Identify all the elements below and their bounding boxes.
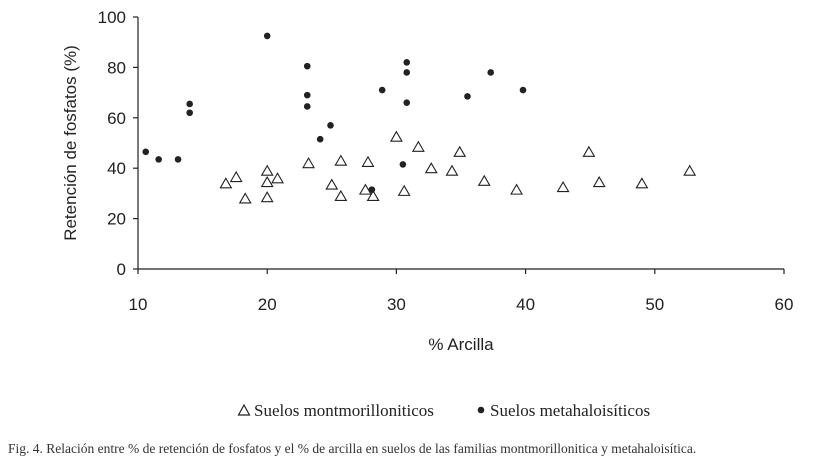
point-montmorillonitico: [453, 145, 467, 157]
point-montmorillonitico: [302, 157, 315, 169]
point-metahaloisitico: [186, 109, 193, 117]
x-tick-label: 30: [387, 295, 406, 314]
point-montmorillonitico: [582, 145, 596, 157]
point-metahaloisitico: [327, 122, 334, 129]
x-tick-label: 40: [516, 295, 535, 314]
point-metahaloisitico: [263, 32, 271, 40]
legend: Suelos montmorilloniticos Suelos metahal…: [237, 401, 650, 420]
point-montmorillonitico: [238, 192, 252, 204]
data-points: [142, 32, 697, 204]
y-ticks: 0 20 40 60 80 100: [98, 8, 138, 279]
point-montmorillonitico: [361, 155, 375, 167]
point-metahaloisitico: [519, 86, 527, 94]
point-metahaloisitico: [142, 148, 150, 156]
point-metahaloisitico: [186, 100, 193, 108]
point-metahaloisitico: [303, 62, 311, 70]
point-montmorillonitico: [389, 130, 403, 142]
x-tick-label: 10: [129, 295, 148, 314]
x-tick-label: 60: [775, 295, 794, 314]
point-metahaloisitico: [403, 69, 411, 76]
y-tick-label: 20: [107, 210, 126, 229]
point-metahaloisitico: [303, 91, 311, 99]
point-montmorillonitico: [411, 140, 425, 152]
point-metahaloisitico: [464, 93, 471, 100]
point-montmorillonitico: [229, 170, 243, 183]
point-metahaloisitico: [368, 186, 376, 193]
point-metahaloisitico: [378, 86, 386, 94]
legend-marker-montmorilloniticos: [237, 403, 251, 416]
x-tick-label: 20: [258, 295, 277, 314]
point-metahaloisitico: [316, 135, 324, 143]
point-montmorillonitico: [271, 172, 284, 184]
point-montmorillonitico: [219, 177, 233, 189]
point-metahaloisitico: [174, 156, 182, 163]
point-montmorillonitico: [325, 178, 339, 190]
point-montmorillonitico: [358, 183, 372, 195]
scatter-chart: 0 20 40 60 80 100 10 20 30 40 50 60 Retención de f…: [61, 8, 794, 420]
point-montmorillonitico: [334, 154, 348, 166]
point-metahaloisitico: [303, 103, 311, 110]
legend-marker-metahaloisiticos: [477, 406, 485, 414]
point-montmorillonitico: [510, 183, 524, 195]
point-montmorillonitico: [366, 189, 380, 201]
point-montmorillonitico: [445, 164, 459, 176]
point-montmorillonitico: [683, 164, 697, 176]
point-montmorillonitico: [556, 181, 570, 193]
legend-label-montmorilloniticos: Suelos montmorilloniticos: [254, 401, 434, 420]
y-tick-label: 60: [107, 109, 126, 128]
point-montmorillonitico: [592, 175, 606, 188]
point-montmorillonitico: [635, 177, 649, 189]
point-montmorillonitico: [260, 164, 274, 176]
y-tick-label: 100: [98, 8, 126, 27]
point-metahaloisitico: [399, 161, 407, 168]
point-montmorillonitico: [424, 162, 438, 174]
x-ticks: 10 20 30 40 50 60: [129, 269, 794, 314]
point-metahaloisitico: [403, 59, 411, 66]
axes: [137, 17, 784, 270]
point-montmorillonitico: [477, 174, 491, 186]
point-montmorillonitico: [260, 191, 274, 203]
point-metahaloisitico: [487, 69, 495, 76]
point-metahaloisitico: [155, 156, 162, 163]
figure-caption: Fig. 4. Relación entre % de retención de…: [8, 441, 697, 456]
legend-label-metahaloisiticos: Suelos metahaloisíticos: [490, 401, 650, 420]
y-tick-label: 80: [107, 58, 126, 77]
x-tick-label: 50: [645, 295, 664, 314]
point-montmorillonitico: [260, 175, 274, 188]
point-montmorillonitico: [397, 184, 411, 196]
point-montmorillonitico: [334, 189, 348, 201]
point-metahaloisitico: [403, 99, 411, 106]
y-tick-label: 40: [107, 159, 126, 178]
y-tick-label: 0: [117, 260, 126, 279]
y-axis-title: Retención de fosfatos (%): [61, 45, 80, 241]
x-axis-title: % Arcilla: [428, 335, 494, 354]
